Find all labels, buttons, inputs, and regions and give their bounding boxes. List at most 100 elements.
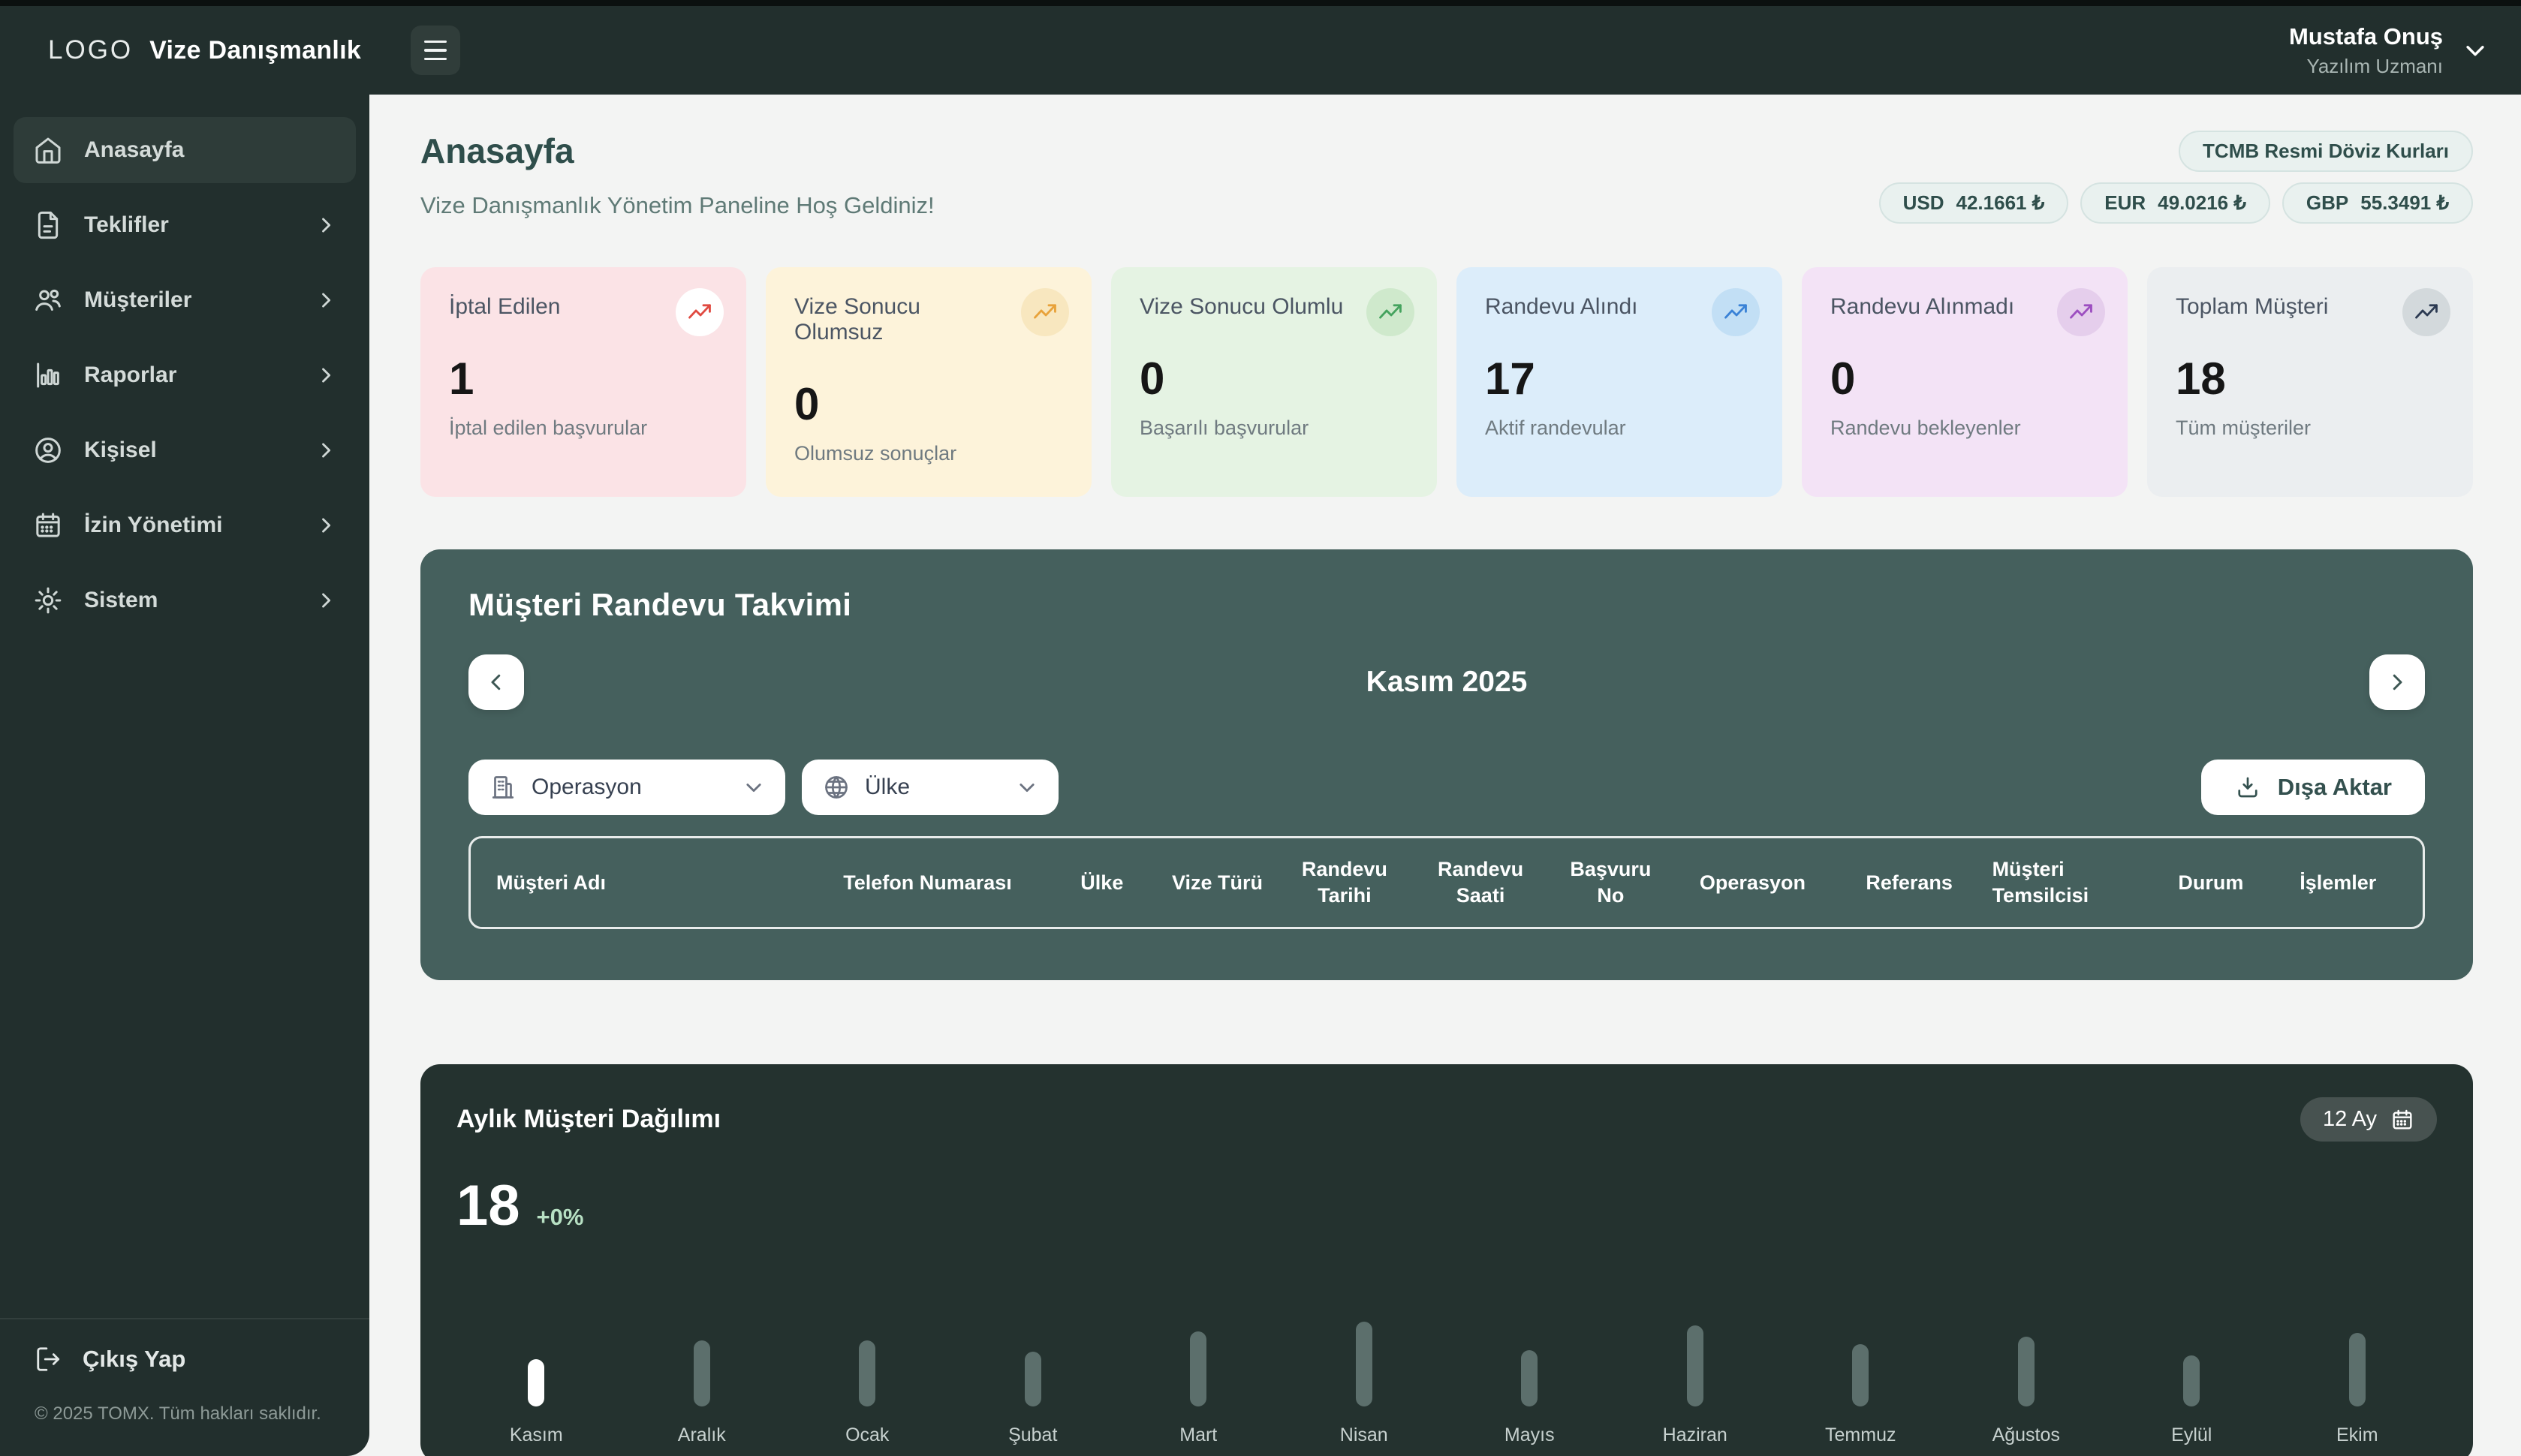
trending-up-icon <box>1723 299 1748 325</box>
stat-card-value: 18 <box>2176 353 2226 404</box>
table-header-cell: Telefon Numarası <box>843 871 1012 894</box>
appointments-table-header: Müşteri Adı Telefon Numarası Ülke Vize Türü… <box>468 836 2425 930</box>
bar-month-label: Mayıs <box>1504 1424 1555 1445</box>
gear-icon <box>33 585 63 615</box>
filter-dropdown[interactable]: Ülke <box>802 760 1059 815</box>
sidebar-item-label: Sistem <box>84 588 158 612</box>
trending-up-icon <box>2068 299 2094 325</box>
export-button[interactable]: Dışa Aktar <box>2200 760 2425 815</box>
stat-card: Toplam Müşteri 18 Tüm müşteriler <box>2147 267 2473 497</box>
home-icon <box>33 135 63 165</box>
currency-value: 55.3491 ₺ <box>2360 191 2449 214</box>
bar-chart-slot: Kasım <box>453 1322 619 1446</box>
chevron-right-icon <box>315 440 336 461</box>
sidebar-nav: Anasayfa Teklifler Müşteriler Raporlar K… <box>14 117 356 633</box>
sidebar-item[interactable]: Müşteriler <box>14 267 356 333</box>
logout-button[interactable]: Çıkış Yap <box>27 1340 342 1378</box>
currency-code: USD <box>1902 191 1944 214</box>
bar-month-label: Kasım <box>509 1424 563 1445</box>
stat-card-caption: Olumsuz sonuçlar <box>794 442 957 465</box>
bar <box>1024 1352 1041 1406</box>
user-menu-button[interactable]: Mustafa Onuş Yazılım Uzmanı <box>2289 23 2488 78</box>
sidebar-item[interactable]: Anasayfa <box>14 117 356 183</box>
sidebar-item[interactable]: Teklifler <box>14 192 356 258</box>
table-header-cell: Ülke <box>1080 871 1124 894</box>
logout-label: Çıkış Yap <box>83 1346 186 1372</box>
stat-card-icon-circle <box>1366 288 1414 336</box>
stat-card-value: 0 <box>1830 353 1856 404</box>
sidebar-item[interactable]: İzin Yönetimi <box>14 492 356 558</box>
bar-chart-slot: Mayıs <box>1447 1322 1613 1446</box>
bar-chart-slot: Ocak <box>785 1322 950 1446</box>
app-root: LOGO Vize Danışmanlık Mustafa Onuş Yazıl… <box>0 6 2521 1456</box>
bar-month-label: Temmuz <box>1825 1424 1896 1445</box>
bar <box>693 1340 710 1406</box>
bar-chart-slot: Nisan <box>1282 1322 1447 1446</box>
next-month-button[interactable] <box>2369 654 2425 710</box>
bar-chart-icon <box>33 360 63 390</box>
trending-up-icon <box>2414 299 2439 325</box>
trending-up-icon <box>1378 299 1403 325</box>
chevron-down-icon <box>2462 38 2488 63</box>
currency-value: 49.0216 ₺ <box>2158 191 2246 214</box>
bar <box>2017 1337 2035 1406</box>
bar-month-label: Şubat <box>1008 1424 1058 1445</box>
calendar-filters-row: Operasyon Ülke Dışa Aktar <box>468 760 2425 815</box>
calendar-month-label: Kasım 2025 <box>1366 666 1528 698</box>
bar <box>859 1340 876 1406</box>
bar <box>528 1359 545 1406</box>
calendar-title: Müşteri Randevu Takvimi <box>468 587 852 622</box>
bar-chart-slot: Mart <box>1116 1322 1282 1446</box>
bar-month-label: Eylül <box>2171 1424 2212 1445</box>
chart-total-value: 18 <box>456 1174 520 1238</box>
table-header-cell: Randevu Tarihi <box>1301 858 1387 907</box>
stat-card-value: 1 <box>449 353 474 404</box>
chevron-down-icon <box>1017 777 1038 798</box>
rates-row: USD 42.1661 ₺ EUR 49.0216 ₺ GBP 55.3491 … <box>1878 182 2473 224</box>
currency-rate-badge: USD 42.1661 ₺ <box>1878 182 2069 224</box>
bar-chart-slot: Ekim <box>2275 1322 2441 1446</box>
bar-month-label: Ocak <box>845 1424 890 1445</box>
range-selector[interactable]: 12 Ay <box>2300 1097 2437 1142</box>
appointment-calendar-panel: Müşteri Randevu Takvimi Kasım 2025 Opera… <box>420 549 2473 980</box>
logout-icon <box>35 1345 63 1373</box>
user-name: Mustafa Onuş <box>2289 23 2443 50</box>
stat-card-title: İptal Edilen <box>449 294 561 319</box>
sidebar-item-label: İzin Yönetimi <box>84 513 223 537</box>
bar-month-label: Ağustos <box>1992 1424 2060 1445</box>
table-header-cell: Müşteri Temsilcisi <box>1992 858 2089 907</box>
stat-card-title: Randevu Alındı <box>1485 294 1638 319</box>
user-text: Mustafa Onuş Yazılım Uzmanı <box>2289 23 2443 78</box>
stat-card-caption: Randevu bekleyenler <box>1830 417 2021 439</box>
stat-card-title: Vize Sonucu Olumsuz <box>794 294 920 344</box>
stat-card: Vize Sonucu Olumsuz 0 Olumsuz sonuçlar <box>766 267 1092 497</box>
chevron-right-icon <box>315 590 336 611</box>
building-icon <box>489 774 517 801</box>
stat-card-value: 0 <box>794 379 820 429</box>
filter-label: Operasyon <box>532 775 642 799</box>
table-header-cell: Randevu Saati <box>1438 858 1524 907</box>
user-role: Yazılım Uzmanı <box>2306 55 2443 78</box>
range-label: 12 Ay <box>2322 1107 2377 1131</box>
chart-header: Aylık Müşteri Dağılımı 12 Ay <box>456 1097 2437 1142</box>
stat-card-caption: Tüm müşteriler <box>2176 417 2312 439</box>
exchange-rates: TCMB Resmi Döviz Kurları USD 42.1661 ₺ E… <box>1878 131 2473 224</box>
filter-dropdown[interactable]: Operasyon <box>468 760 785 815</box>
sidebar-item-label: Müşteriler <box>84 287 192 312</box>
currency-code: EUR <box>2104 191 2146 214</box>
chevron-right-icon <box>2386 671 2408 693</box>
bar-chart-slot: Haziran <box>1613 1322 1779 1446</box>
sidebar-item[interactable]: Kişisel <box>14 417 356 483</box>
sidebar-item[interactable]: Sistem <box>14 567 356 633</box>
previous-month-button[interactable] <box>468 654 524 710</box>
filter-dropdowns: Operasyon Ülke <box>468 760 1059 815</box>
sidebar: Anasayfa Teklifler Müşteriler Raporlar K… <box>0 95 369 1456</box>
bar-month-label: Ekim <box>2336 1424 2378 1445</box>
sidebar-item-label: Anasayfa <box>84 137 185 162</box>
sidebar-item[interactable]: Raporlar <box>14 342 356 408</box>
rates-title-badge: TCMB Resmi Döviz Kurları <box>2179 131 2473 172</box>
hamburger-menu-button[interactable] <box>411 26 461 75</box>
table-header-cell: Operasyon <box>1699 871 1806 894</box>
stat-card-icon-circle <box>676 288 724 336</box>
chevron-left-icon <box>485 671 508 693</box>
